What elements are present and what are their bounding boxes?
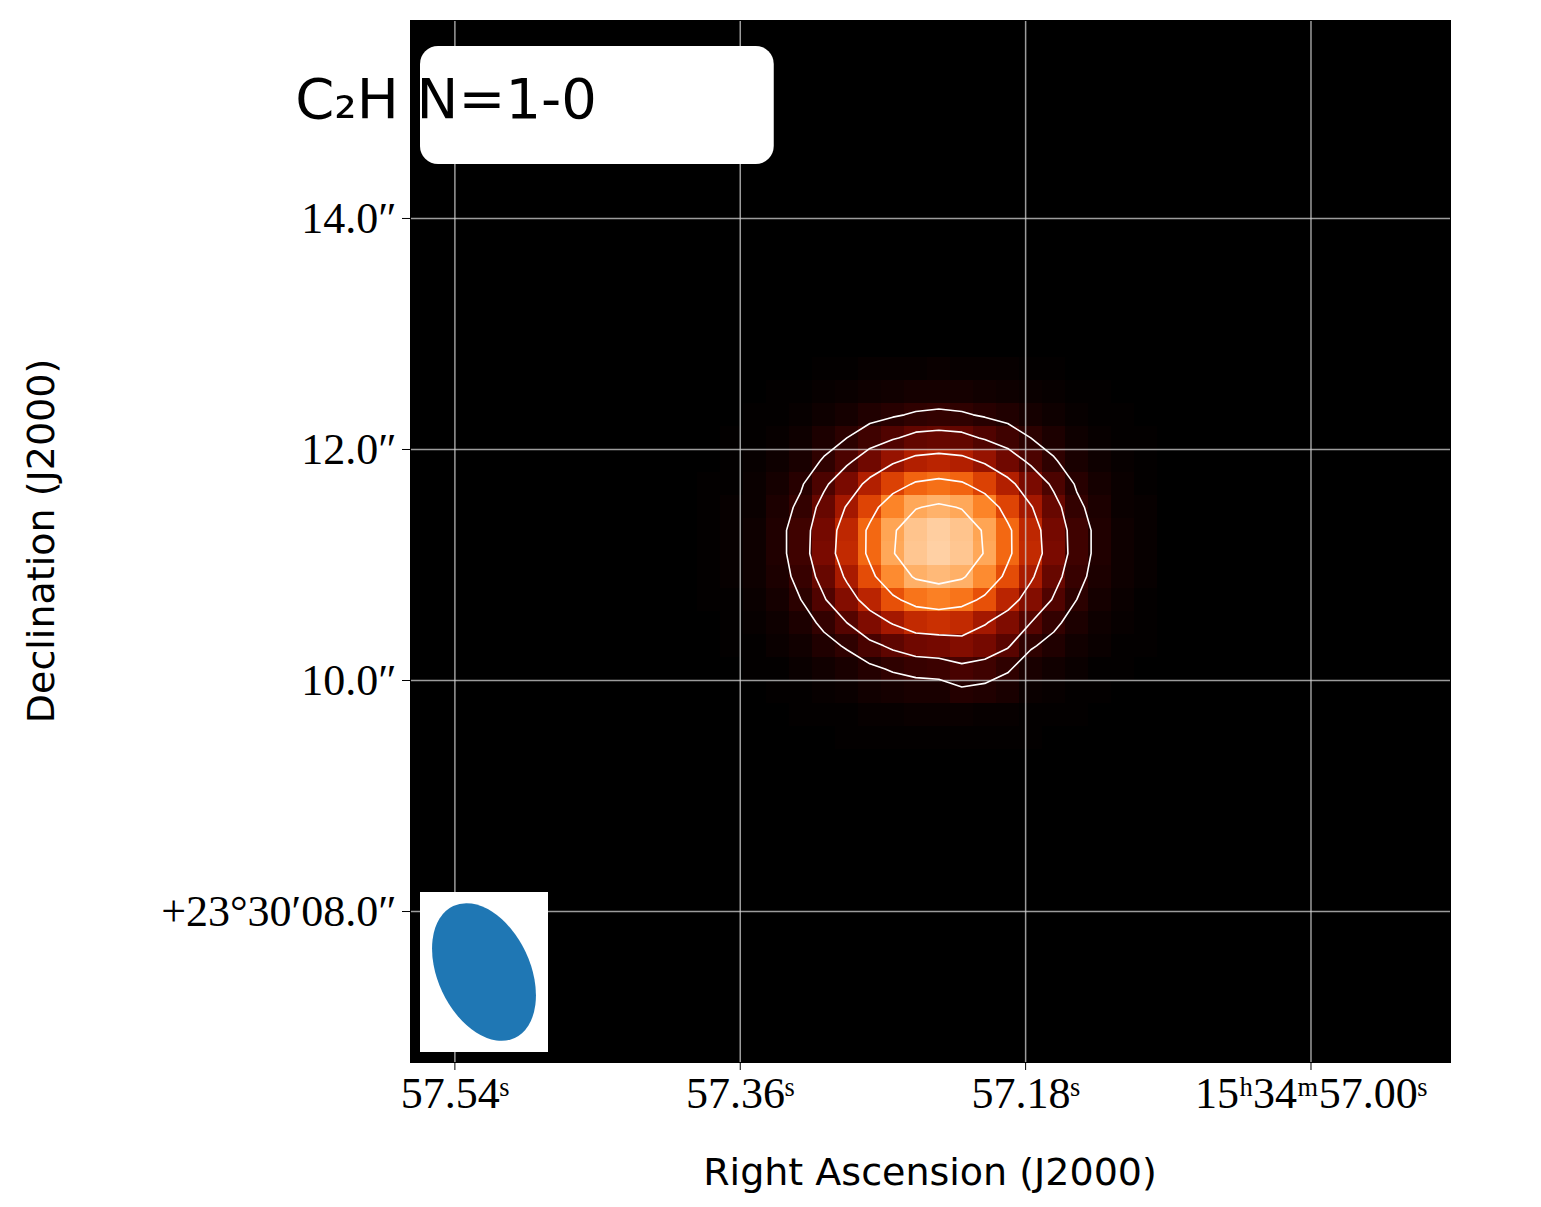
svg-text:Right Ascension (J2000): Right Ascension (J2000) xyxy=(703,1150,1157,1194)
svg-text:12.0″: 12.0″ xyxy=(301,425,396,474)
svg-text:57.18ˢ: 57.18ˢ xyxy=(971,1069,1079,1118)
svg-text:14.0″: 14.0″ xyxy=(301,194,396,243)
svg-text:57.36ˢ: 57.36ˢ xyxy=(686,1069,794,1118)
svg-text:57.54ˢ: 57.54ˢ xyxy=(401,1069,509,1118)
svg-text:10.0″: 10.0″ xyxy=(301,656,396,705)
svg-text:Declination (J2000): Declination (J2000) xyxy=(19,359,63,723)
svg-text:+23°30′08.0″: +23°30′08.0″ xyxy=(161,887,396,936)
svg-text:15ʰ34ᵐ57.00ˢ: 15ʰ34ᵐ57.00ˢ xyxy=(1195,1069,1427,1118)
svg-text:C₂H N=1-0: C₂H N=1-0 xyxy=(295,66,597,131)
